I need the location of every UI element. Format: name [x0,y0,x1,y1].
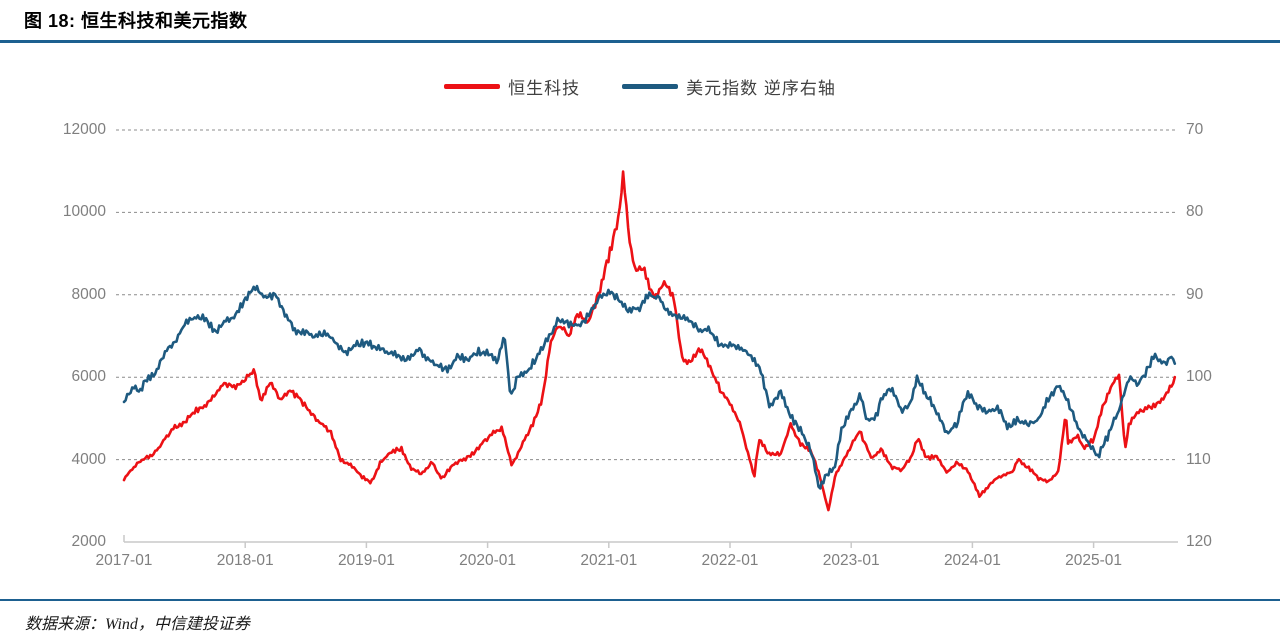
legend-label-dxy: 美元指数 逆序右轴 [686,79,836,98]
y-axis-label-left: 4000 [71,450,106,468]
y-axis-label-left: 8000 [71,285,106,303]
x-axis-label: 2024-01 [943,552,1001,569]
footer-rule [0,599,1280,601]
y-axis-label-right: 90 [1186,285,1204,303]
figure-title: 图 18: 恒生科技和美元指数 [24,11,248,31]
legend-item-dxy: 美元指数 逆序右轴 [622,74,836,99]
y-axis-label-right: 110 [1186,450,1211,468]
dxy-line-swatch [622,84,679,89]
x-axis-label: 2025-01 [1065,552,1123,569]
x-axis-label: 2019-01 [337,552,395,569]
y-axis-label-left: 10000 [62,203,106,221]
title-rule [0,40,1280,43]
x-axis-label: 2023-01 [822,552,880,569]
y-axis-label-right: 70 [1186,121,1204,138]
legend-item-hstech: 恒生科技 [444,74,580,99]
x-axis-label: 2022-01 [701,552,759,569]
y-axis-label-left: 2000 [71,533,106,550]
y-axis-label-left: 12000 [62,121,106,138]
x-axis-label: 2018-01 [216,552,274,569]
data-source: 数据来源：Wind，中信建投证券 [25,616,250,633]
hstech-line-swatch [444,84,501,89]
x-axis-label: 2017-01 [95,552,153,569]
x-axis-label: 2020-01 [459,552,517,569]
x-axis-label: 2021-01 [580,552,638,569]
chart-legend: 恒生科技 美元指数 逆序右轴 [0,74,1280,99]
y-axis-label-right: 100 [1186,368,1212,386]
y-axis-label-right: 120 [1186,533,1212,550]
legend-label-hstech: 恒生科技 [508,79,581,98]
y-axis-label-left: 6000 [71,368,106,386]
y-axis-label-right: 80 [1186,203,1204,221]
